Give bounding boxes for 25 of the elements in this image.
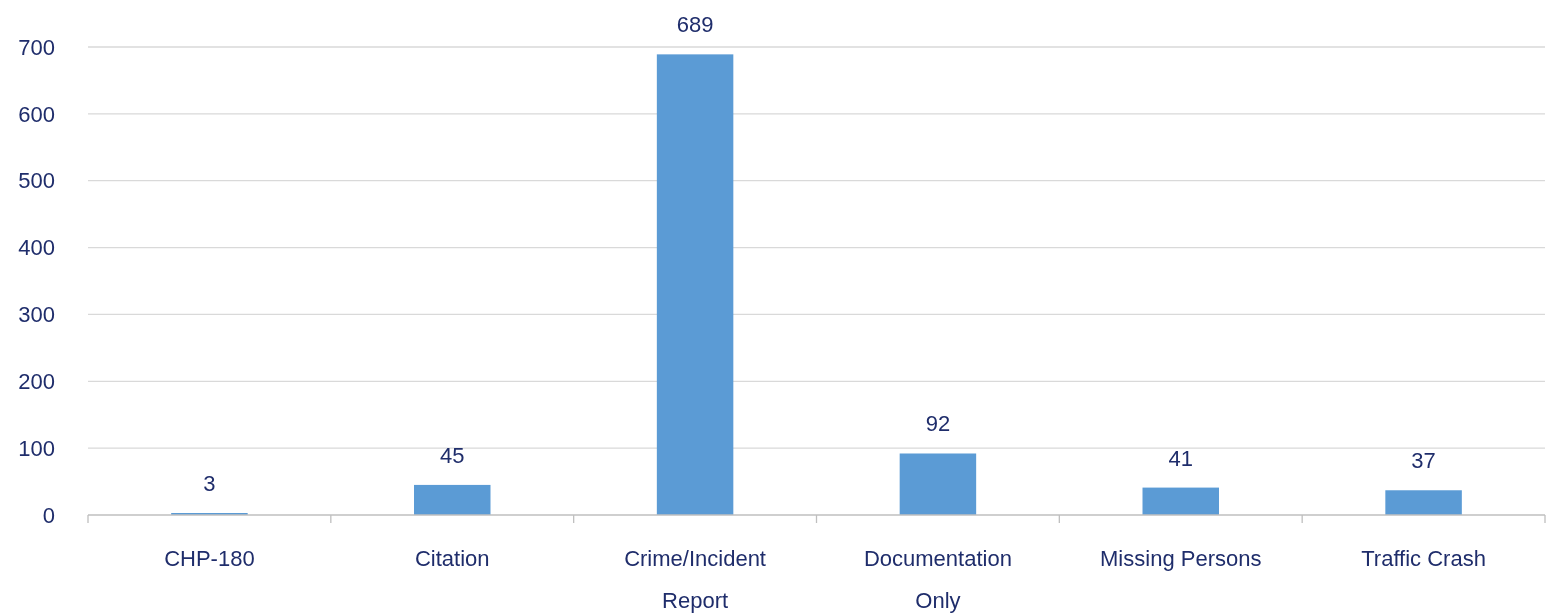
data-label: 3 [203, 470, 216, 496]
y-tick-label: 400 [18, 235, 55, 261]
y-tick-label: 700 [18, 34, 55, 60]
y-tick-label: 600 [18, 101, 55, 127]
data-label: 92 [925, 411, 951, 437]
bar [656, 54, 734, 515]
x-tick-label: CHP-180 [164, 546, 255, 571]
x-tick-label: Missing Persons [1100, 546, 1262, 571]
bar [1142, 487, 1219, 515]
y-tick-label: 500 [18, 168, 55, 194]
x-tick-label: Traffic Crash [1361, 546, 1486, 571]
bar [899, 453, 977, 515]
data-label: 37 [1411, 448, 1436, 474]
data-label: 41 [1168, 445, 1193, 471]
bar [414, 484, 491, 515]
y-tick-label: 100 [18, 435, 55, 461]
data-label: 45 [440, 442, 465, 468]
x-tick-label: Citation [414, 546, 490, 571]
y-tick-label: 300 [18, 302, 55, 328]
bar [1385, 490, 1462, 515]
x-tick-label: Crime/Incident Report [624, 546, 767, 613]
x-tick-label: Documentation Only [863, 546, 1012, 613]
data-label: 689 [676, 12, 714, 38]
y-tick-label: 200 [18, 368, 55, 394]
y-tick-label: 0 [42, 502, 55, 528]
